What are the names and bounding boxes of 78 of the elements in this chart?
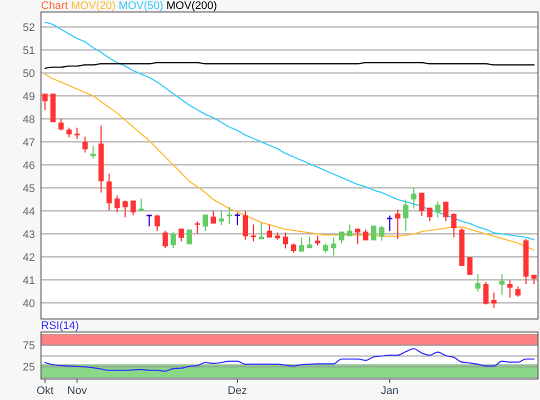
y-tick-label: 44 (22, 206, 35, 218)
y-tick-label: 42 (22, 252, 35, 264)
line-series (44, 348, 535, 372)
text: MOV(50) (118, 0, 166, 12)
candlestick (106, 173, 112, 211)
candlestick (515, 286, 521, 298)
candlestick (314, 234, 320, 246)
candlestick (451, 212, 456, 238)
candlestick (475, 274, 481, 292)
candlestick (42, 93, 48, 111)
candlestick (386, 214, 394, 232)
candlestick (298, 236, 304, 252)
x-tick-label: Jan (380, 385, 399, 397)
candlestick (74, 127, 80, 140)
candlestick (411, 188, 416, 210)
candlestick (122, 200, 128, 218)
y-tick-label: 75 (22, 340, 35, 352)
candlestick (218, 210, 224, 226)
y-tick-label: 52 (22, 22, 35, 34)
candlestick (82, 136, 88, 154)
candlestick (138, 198, 144, 212)
candlestick (483, 281, 489, 306)
y-tick-label: 43 (22, 228, 35, 241)
line-series (44, 22, 535, 240)
candlestick (403, 199, 408, 232)
candlestick (90, 145, 96, 160)
candlestick (290, 242, 296, 254)
candlestick (371, 225, 376, 241)
text: MOV(200) (166, 0, 218, 12)
line-series (44, 73, 535, 251)
candlestick (507, 280, 513, 298)
candlestick (226, 206, 232, 225)
candlestick (58, 118, 64, 132)
x-tick-label: Nov (67, 385, 88, 397)
chart-title: RSI(14) (41, 320, 79, 332)
candlestick (467, 256, 473, 276)
candlestick (322, 242, 328, 254)
candlestick (130, 200, 136, 216)
y-tick-label: 47 (22, 136, 35, 149)
chart-title: Chart (41, 0, 71, 12)
candlestick (234, 212, 241, 226)
candlestick (379, 225, 384, 242)
y-tick-label: 46 (22, 160, 35, 172)
y-tick-label: 40 (22, 298, 35, 310)
candlestick (210, 210, 216, 224)
candlestick (202, 214, 208, 232)
candlestick (114, 194, 120, 213)
y-tick-label: 45 (22, 182, 35, 195)
candlestick (66, 127, 72, 138)
x-tick-label: Okt (36, 385, 54, 397)
candlestick (178, 228, 184, 242)
candlestick (186, 228, 192, 245)
candlestick (266, 224, 272, 238)
y-tick-label: 41 (22, 274, 35, 287)
candlestick (435, 201, 440, 218)
candlestick (242, 210, 248, 240)
candlestick (330, 236, 336, 256)
candlestick (170, 231, 176, 249)
y-tick-label: 51 (22, 44, 35, 57)
y-tick-label: 48 (22, 114, 35, 126)
x-tick-label: Dez (228, 385, 248, 397)
y-tick-label: 50 (22, 68, 35, 80)
candlestick (154, 214, 160, 232)
candlestick (443, 201, 448, 222)
candlestick (363, 228, 368, 241)
candlestick (491, 292, 497, 309)
text: MOV(20) (70, 0, 119, 12)
y-tick-label: 49 (22, 90, 35, 103)
candlestick (338, 231, 344, 244)
candlestick (258, 222, 264, 240)
candlestick (354, 228, 360, 245)
candlestick (419, 192, 424, 217)
y-tick-label: 25 (22, 362, 35, 374)
candlestick (427, 207, 432, 222)
candlestick (282, 232, 288, 249)
candlestick (395, 208, 400, 240)
candlestick (146, 214, 153, 227)
candlestick (162, 230, 168, 249)
